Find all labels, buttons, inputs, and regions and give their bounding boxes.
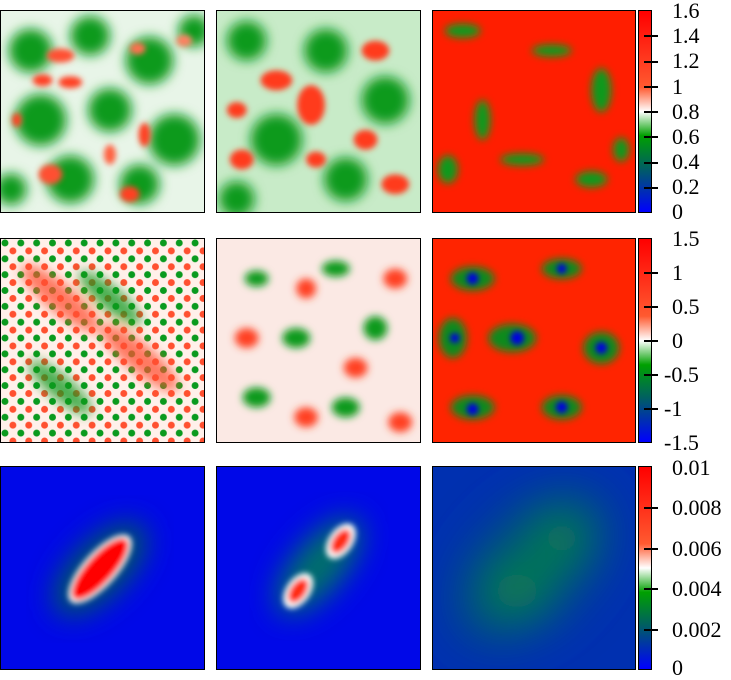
heatmap-panel-r3c2: [216, 466, 421, 670]
tick-label: 0.002: [672, 617, 722, 642]
heatmap-panel-r2c1: [0, 238, 205, 443]
tick-label: 0.01: [672, 455, 711, 480]
tick-label: 1: [672, 74, 683, 99]
tick-label: 0.6: [672, 124, 700, 149]
tick-label: -1.5: [664, 430, 699, 455]
tick-label: 1: [672, 260, 683, 285]
tick-label: 0.2: [672, 174, 700, 199]
tick-label: 1.2: [672, 48, 700, 73]
tick-label: 0.008: [672, 495, 722, 520]
tick-label: 0: [672, 199, 683, 224]
heatmap-panel-r1c3: [432, 10, 636, 213]
tick-label: 0.5: [672, 294, 700, 319]
heatmap-panel-r2c2: [216, 238, 421, 443]
tick-label: 0.006: [672, 536, 722, 561]
colorbar-row3: [638, 466, 652, 670]
heatmap-panel-r2c3: [432, 238, 636, 443]
tick-label: -0.5: [664, 362, 699, 387]
tick-label: 1.4: [672, 23, 700, 48]
tick-label: 0: [672, 655, 683, 680]
tick-label: 0.4: [672, 149, 700, 174]
heatmap-panel-r3c3: [432, 466, 636, 670]
heatmap-panel-r1c2: [216, 10, 421, 213]
tick-label: 0.8: [672, 99, 700, 124]
tick-label: 0: [672, 328, 683, 353]
tick-label: 1.6: [672, 0, 700, 23]
tick-label: -1: [664, 396, 683, 421]
tick-label: 1.5: [672, 226, 700, 251]
tick-label: 0.004: [672, 576, 722, 601]
heatmap-panel-r1c1: [0, 10, 205, 213]
heatmap-panel-r3c1: [0, 466, 205, 670]
